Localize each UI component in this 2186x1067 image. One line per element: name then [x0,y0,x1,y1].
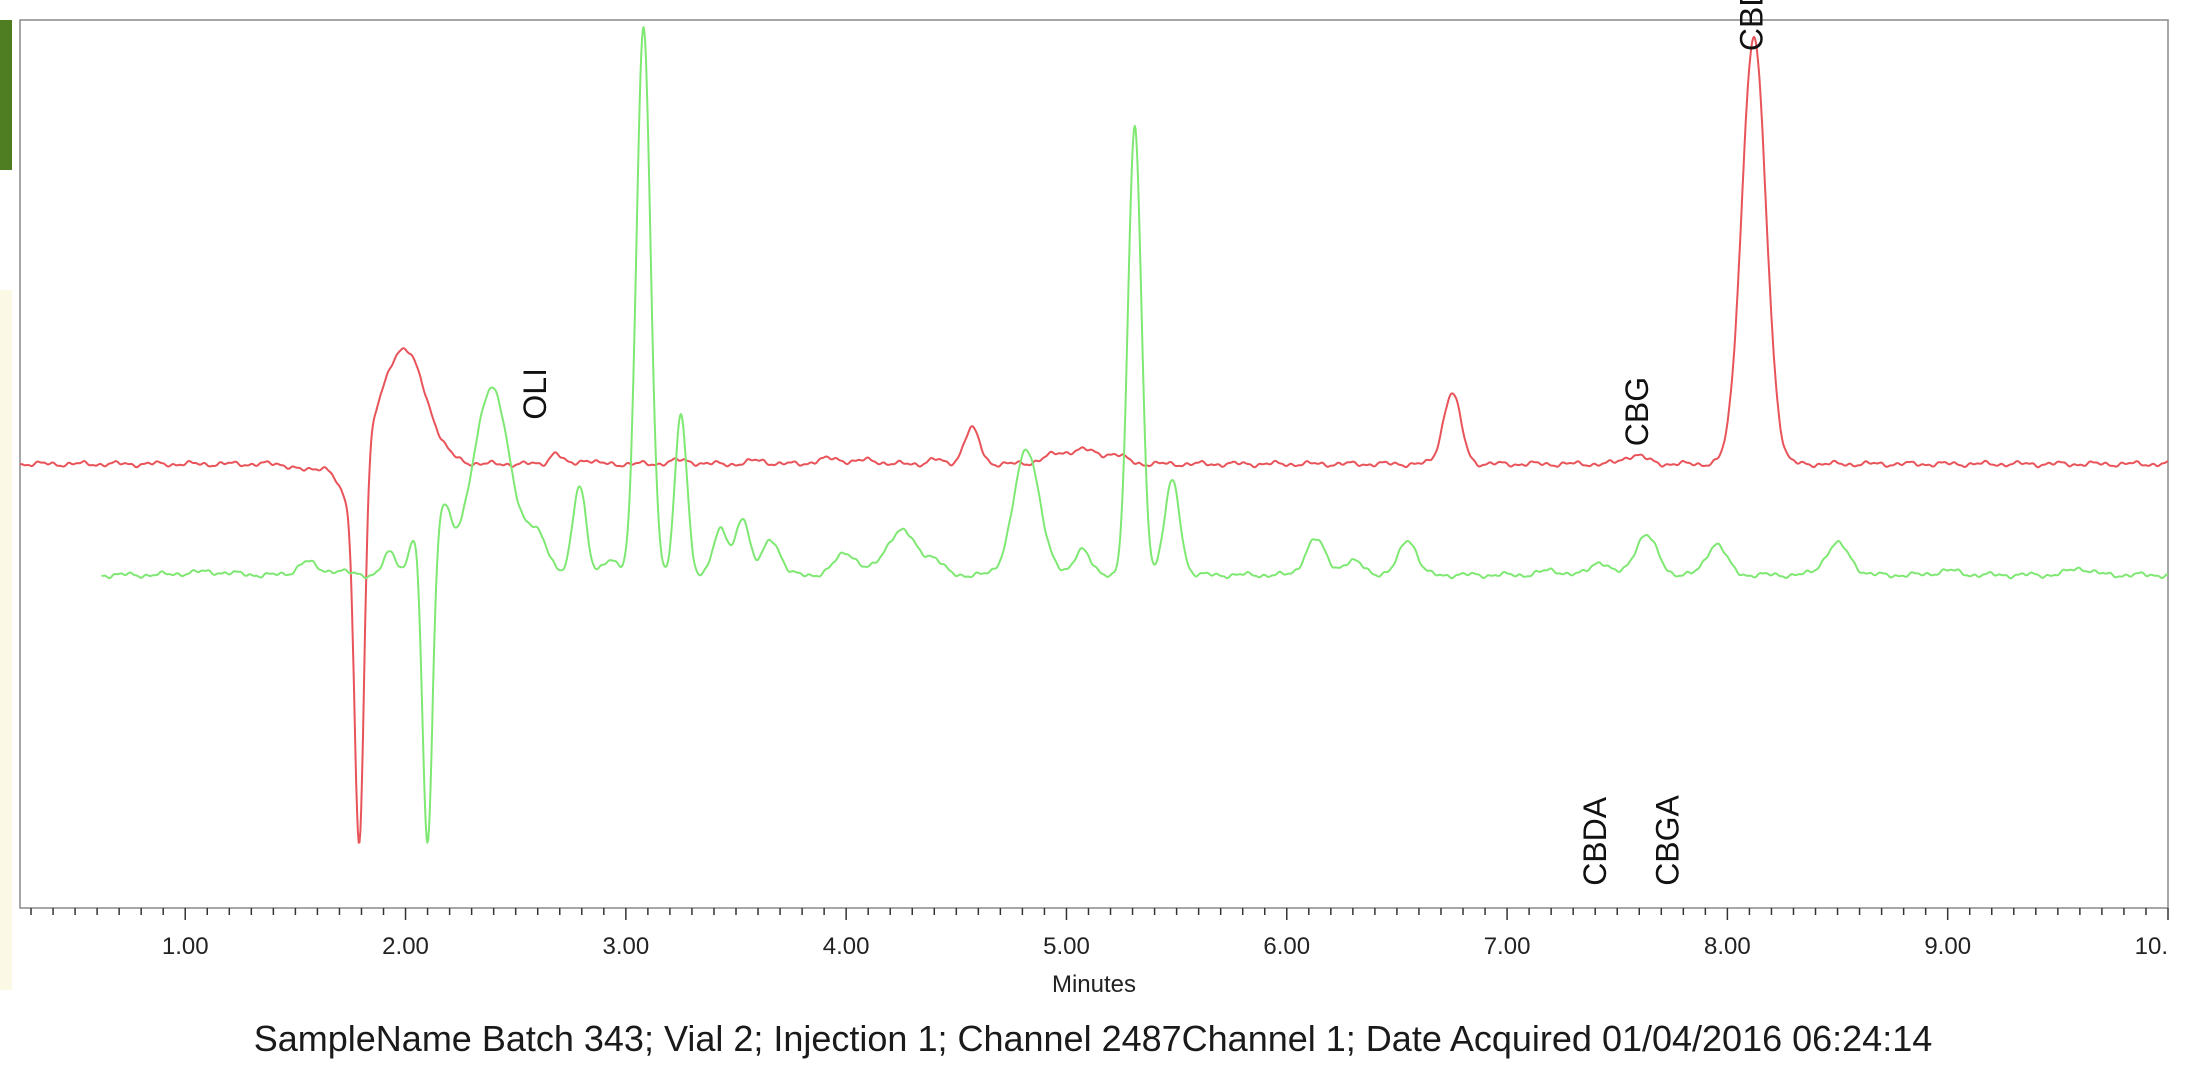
chromatogram-chart: 1.00 2.00 3.00 4.00 5.00 6.00 7.00 8.00 9.00 10. M… [19,0,2169,998]
peak-label-cbda: CBDA [1577,796,1613,886]
x-tick-label: 3.00 [602,933,649,960]
series-layer [19,26,2169,844]
sample-info-footer: SampleName Batch 343; Vial 2; Injection … [253,1018,1933,1059]
x-tick-label: 6.00 [1263,933,1310,960]
peak-label-cbg: CBG [1619,377,1655,446]
x-tick-label: 5.00 [1043,933,1090,960]
left-tab-light [0,290,12,990]
series-line-1 [19,35,2169,844]
x-tick-label: 4.00 [823,933,870,960]
peak-label-oli: OLI [517,368,553,420]
x-tick-label: 2.00 [382,933,429,960]
peak-label-cbga: CBGA [1650,794,1686,885]
x-axis-label: Minutes [1052,971,1136,998]
peak-label-cbd: CBD [1733,0,1769,51]
x-tick-label: 10. [2135,933,2168,960]
left-tab-green [0,20,12,170]
x-axis: 1.00 2.00 3.00 4.00 5.00 6.00 7.00 8.00 9.00 10. M… [30,908,2169,998]
series-line-2 [101,26,2169,844]
plot-frame [19,19,2169,909]
x-tick-label: 8.00 [1704,933,1751,960]
x-tick-label: 7.00 [1484,933,1531,960]
x-tick-label: 9.00 [1924,933,1971,960]
peak-annotations: OLI CBG CBD CBDA CBGA [517,0,1769,886]
x-tick-label: 1.00 [162,933,209,960]
